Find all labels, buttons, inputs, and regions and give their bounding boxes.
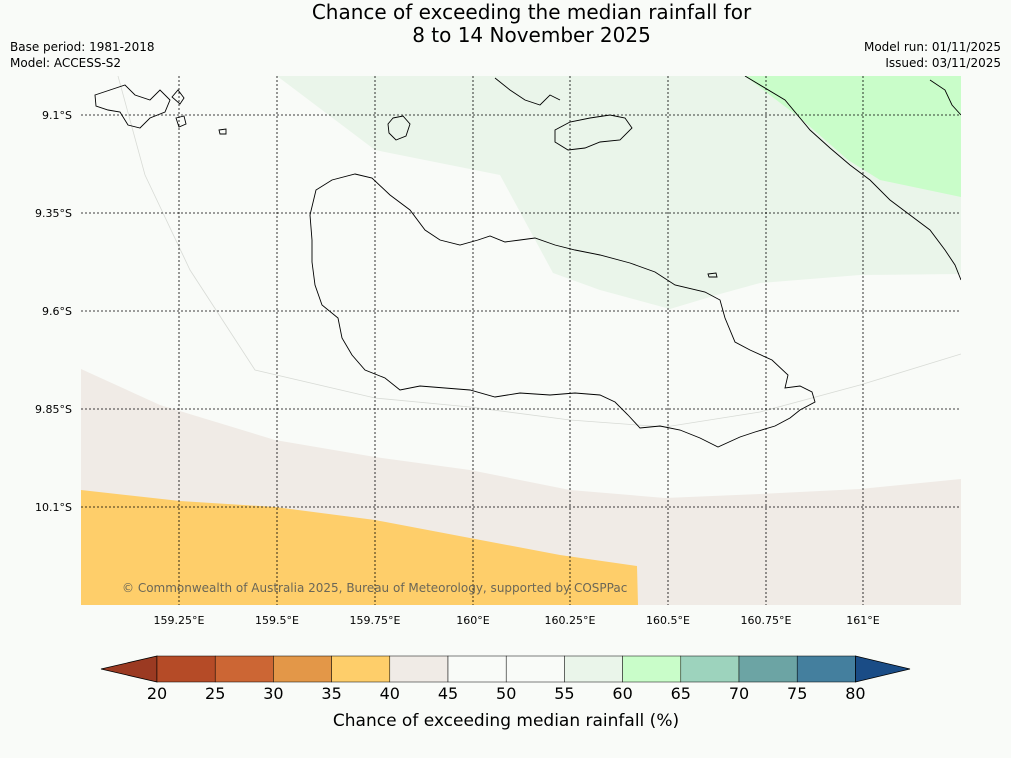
colorbar-segment <box>156 655 216 683</box>
lat-label: 10.1°S <box>35 501 72 514</box>
lat-label: 9.35°S <box>35 207 72 220</box>
meta-left: Base period: 1981-2018 Model: ACCESS-S2 <box>10 39 155 71</box>
colorbar-segment <box>505 655 565 683</box>
colorbar-segment <box>738 655 798 683</box>
florida-islands-coastline <box>554 114 633 151</box>
colorbar-tick-label: 20 <box>147 684 167 703</box>
colorbar-segment <box>680 655 740 683</box>
issued-date: Issued: 03/11/2025 <box>885 56 1001 70</box>
copyright-notice: © Commonwealth of Australia 2025, Bureau… <box>122 581 627 595</box>
coastlines <box>94 76 961 448</box>
north-coast-fragment <box>494 77 561 106</box>
russell-islet-2 <box>175 115 187 128</box>
colorbar-tick-label: 65 <box>671 684 691 703</box>
guadalcanal-coastline <box>309 173 816 448</box>
probability-band-60-65 <box>745 76 961 197</box>
map-title-line1: Chance of exceeding the median rainfall … <box>311 0 752 24</box>
colorbar-segment <box>273 655 332 683</box>
map-panel: © Commonwealth of Australia 2025, Bureau… <box>81 76 961 605</box>
latitude-labels: 9.1°S 9.35°S 9.6°S 9.85°S 10.1°S <box>35 109 72 514</box>
colorbar-extend-high <box>855 655 911 683</box>
lat-label: 9.1°S <box>42 109 72 122</box>
longitude-labels: 159.25°E 159.5°E 159.75°E 160°E 160.25°E… <box>154 614 880 627</box>
lon-label: 159.75°E <box>350 614 401 627</box>
model-name: Model: ACCESS-S2 <box>10 56 122 70</box>
map-title-line2: 8 to 14 November 2025 <box>412 23 651 47</box>
colorbar-tick-label: 60 <box>612 684 632 703</box>
colorbar-tick-label: 55 <box>554 684 574 703</box>
lon-label: 160.25°E <box>545 614 596 627</box>
lon-label: 160°E <box>456 614 489 627</box>
savo-island-coastline <box>387 115 411 141</box>
malaita-north-fragment <box>929 79 961 116</box>
probability-band-55-60 <box>277 76 961 309</box>
lon-label: 160.75°E <box>741 614 792 627</box>
colorbar-segment <box>331 655 391 683</box>
model-run: Model run: 01/11/2025 <box>863 40 1001 54</box>
colorbar: 20 25 30 35 40 45 50 55 60 65 70 75 80 Chance of exc… <box>100 655 911 731</box>
colorbar-tick-label: 35 <box>321 684 341 703</box>
colorbar-extend-low <box>100 655 158 683</box>
colorbar-segment <box>214 655 274 683</box>
lon-label: 159.5°E <box>255 614 299 627</box>
colorbar-tick-label: 40 <box>380 684 400 703</box>
lat-label: 9.6°S <box>42 305 72 318</box>
colorbar-tick-label: 70 <box>729 684 749 703</box>
colorbar-tick-label: 45 <box>438 684 458 703</box>
meta-right: Model run: 01/11/2025 Issued: 03/11/2025 <box>864 39 1001 71</box>
colorbar-segment <box>447 655 507 683</box>
lat-label: 9.85°S <box>35 403 72 416</box>
colorbar-segment <box>796 655 856 683</box>
small-islet <box>707 272 718 278</box>
colorbar-tick-label: 50 <box>496 684 516 703</box>
base-period: Base period: 1981-2018 <box>10 40 155 54</box>
colorbar-segment <box>564 655 623 683</box>
colorbar-title: Chance of exceeding median rainfall (%) <box>333 711 679 731</box>
colorbar-segment <box>389 655 449 683</box>
lon-label: 161°E <box>846 614 879 627</box>
colorbar-tick-label: 25 <box>205 684 225 703</box>
graticule <box>81 76 961 605</box>
colorbar-tick-label: 30 <box>263 684 283 703</box>
colorbar-segment <box>622 655 682 683</box>
russell-islet-1 <box>171 89 185 105</box>
colorbar-tick-label: 75 <box>787 684 807 703</box>
lon-label: 159.25°E <box>154 614 205 627</box>
probability-band-35-40 <box>81 490 638 605</box>
russell-islands-coastline <box>94 84 171 129</box>
lon-label: 160.5°E <box>646 614 690 627</box>
malaita-coastline <box>744 76 961 281</box>
colorbar-tick-label: 80 <box>845 684 865 703</box>
contour-line <box>117 76 961 428</box>
russell-islet-3 <box>218 128 227 135</box>
